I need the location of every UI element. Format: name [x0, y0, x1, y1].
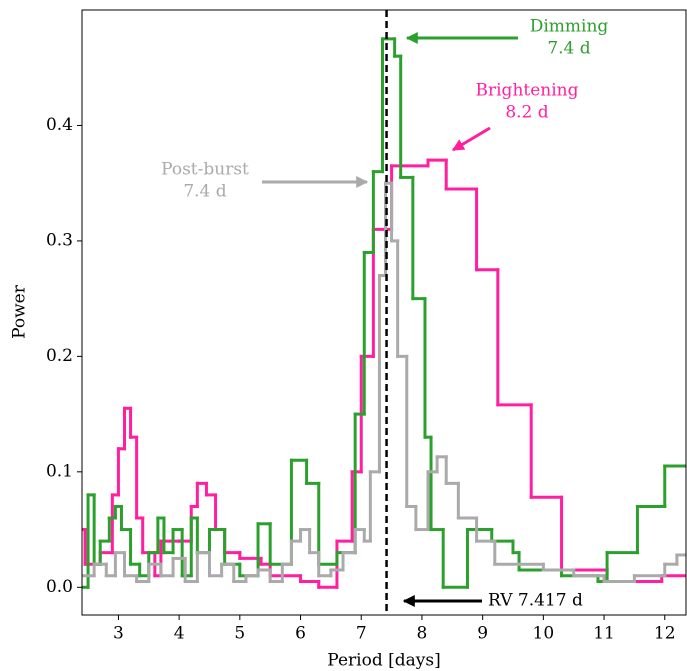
annotation-text: RV 7.417 d: [488, 591, 583, 611]
plot-area: [82, 37, 686, 589]
x-tick-label: 5: [234, 624, 245, 644]
annotation-text: 7.4 d: [183, 182, 226, 202]
annotation-text: 7.4 d: [547, 39, 590, 59]
axes-frame: [81, 9, 687, 616]
x-axis-label: Period [days]: [327, 651, 440, 671]
x-tick-label: 10: [533, 624, 555, 644]
annotation-text: Dimming: [530, 17, 609, 37]
y-tick-label: 0.3: [46, 230, 73, 250]
x-tick-label: 7: [356, 624, 367, 644]
y-tick-label: 0.4: [46, 115, 73, 135]
y-axis-label: Power: [10, 284, 30, 339]
annotation-arrow: [451, 126, 491, 152]
x-tick-label: 11: [593, 624, 615, 644]
y-tick-label: 0.1: [46, 461, 73, 481]
x-tick-label: 12: [654, 624, 676, 644]
annotation-text: Post-burst: [161, 160, 249, 180]
y-tick-label: 0.0: [46, 577, 73, 597]
annotation-text: 8.2 d: [505, 103, 548, 123]
y-tick-label: 0.2: [46, 346, 73, 366]
x-tick-label: 6: [295, 624, 306, 644]
annotation-text: Brightening: [476, 81, 579, 101]
x-tick-label: 4: [174, 624, 185, 644]
x-tick-label: 8: [417, 624, 428, 644]
x-tick-label: 9: [477, 624, 488, 644]
x-tick-label: 3: [113, 624, 124, 644]
